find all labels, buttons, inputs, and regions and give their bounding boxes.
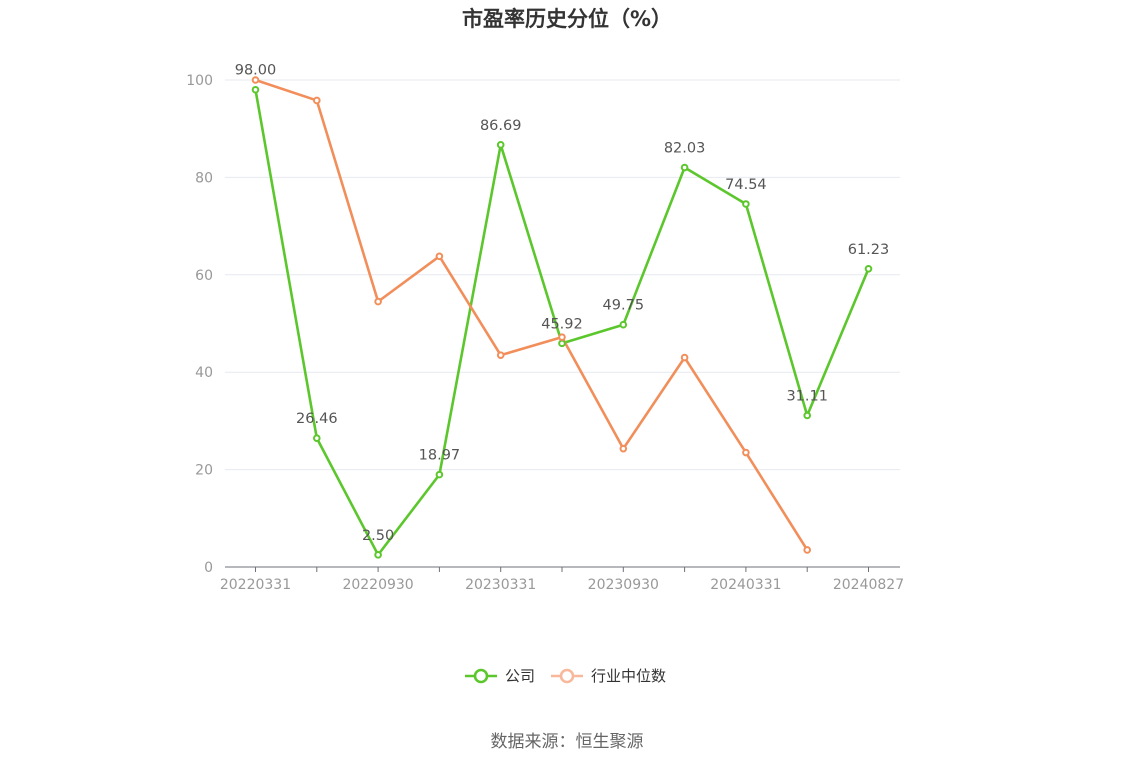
legend-item-1[interactable]: 行业中位数	[551, 667, 666, 685]
data-point-1	[435, 252, 444, 261]
x-tick-label: 20220331	[220, 577, 291, 593]
legend[interactable]: 公司 行业中位数	[465, 667, 666, 685]
data-point-1	[742, 448, 750, 457]
legend-marker	[559, 668, 575, 684]
x-tick-label: 20240827	[833, 577, 904, 593]
data-points	[251, 76, 873, 559]
data-label: 45.92	[541, 316, 583, 332]
axes: 0 20 40 60 80 100 20220331 20220930 20230331 2023…	[186, 73, 904, 593]
y-tick-label: 20	[195, 463, 213, 479]
grid-lines	[225, 79, 900, 471]
legend-label: 行业中位数	[591, 667, 666, 685]
data-label: 31.11	[786, 388, 828, 404]
data-point-0	[558, 339, 566, 348]
data-point-0	[864, 265, 873, 273]
data-point-0	[803, 411, 812, 420]
y-tick-label: 80	[195, 170, 213, 186]
x-tick-label: 20230331	[465, 577, 536, 593]
legend-item-0[interactable]: 公司	[465, 667, 535, 685]
chart-title: 市盈率历史分位（%）	[462, 7, 672, 31]
data-label: 86.69	[480, 118, 522, 134]
data-label: 49.75	[603, 298, 645, 314]
x-tick-label: 20220930	[342, 577, 413, 593]
data-point-0	[313, 434, 321, 442]
y-tick-label: 100	[186, 73, 213, 89]
data-point-0	[435, 470, 444, 479]
data-point-1	[803, 546, 812, 554]
data-point-0	[680, 163, 689, 172]
data-point-1	[496, 351, 505, 359]
data-point-1	[251, 76, 260, 84]
data-point-1	[680, 353, 689, 362]
data-label: 82.03	[664, 141, 706, 157]
data-label: 61.23	[848, 242, 890, 258]
y-tick-label: 0	[204, 560, 213, 576]
data-point-0	[251, 85, 260, 94]
data-point-1	[619, 444, 628, 453]
series-line-1	[254, 78, 809, 552]
data-label: 2.50	[362, 528, 394, 544]
data-point-1	[558, 333, 566, 341]
y-tick-label: 40	[195, 365, 213, 381]
data-point-0	[742, 200, 750, 208]
y-tick-label: 60	[195, 268, 213, 284]
data-label: 18.97	[419, 448, 461, 464]
data-label: 26.46	[296, 411, 338, 427]
data-point-0	[619, 320, 628, 329]
data-point-1	[374, 297, 382, 306]
data-source: 数据来源：恒生聚源	[491, 732, 644, 752]
x-tick-label: 20230930	[588, 577, 659, 593]
legend-marker	[473, 668, 489, 684]
x-tick-label: 20240331	[710, 577, 781, 593]
data-point-0	[374, 551, 382, 559]
data-label: 98.00	[235, 63, 277, 79]
data-label: 74.54	[725, 177, 767, 193]
data-point-1	[313, 96, 321, 105]
legend-label: 公司	[505, 667, 535, 685]
data-point-0	[496, 141, 505, 149]
data-labels: 98.00 26.46 2.50 18.97 86.69 45.92 49.75 82.03 7…	[235, 63, 890, 544]
